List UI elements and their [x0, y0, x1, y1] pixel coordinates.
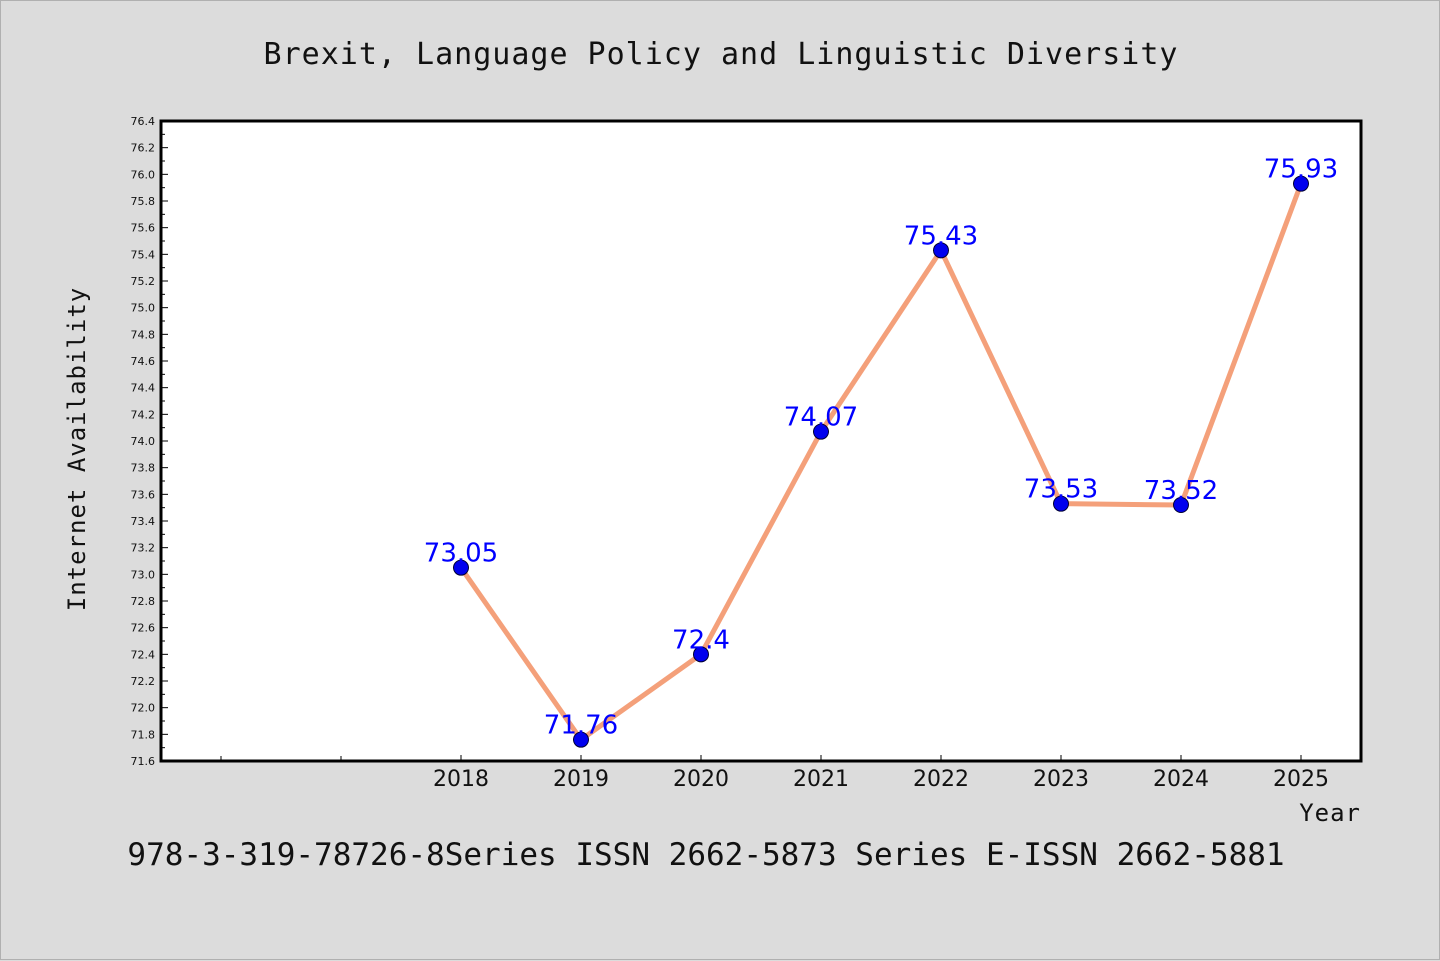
y-tick-label: 75.8 — [131, 195, 156, 208]
data-value-label: 75.43 — [904, 221, 978, 251]
y-tick-label: 72.4 — [131, 648, 156, 661]
y-tick-label: 73.0 — [131, 568, 156, 581]
y-axis-label: Internet Availability — [63, 287, 91, 611]
data-value-label: 74.07 — [784, 403, 858, 433]
y-tick-label: 75.6 — [131, 222, 156, 235]
series-group: 73.05 71.76 72.4 74.07 75.43 73.53 73.52 75.93 — [424, 155, 1338, 748]
series-line — [458, 181, 1304, 743]
y-tick-label: 73.8 — [131, 462, 156, 475]
data-point-marker — [813, 423, 829, 440]
x-tick-label: 2024 — [1153, 767, 1209, 792]
data-point-marker — [693, 646, 709, 663]
y-tick-label: 73.6 — [131, 488, 156, 501]
x-tick-label: 2022 — [913, 767, 969, 792]
data-value-label: 71.76 — [544, 711, 618, 741]
y-tick-label: 72.8 — [131, 595, 156, 608]
plot-area — [161, 121, 1361, 761]
footer-isbn-text: 978-3-319-78726-8Series ISSN 2662-5873 S… — [127, 837, 1284, 873]
data-point-marker — [1173, 497, 1189, 513]
x-tick-label: 2023 — [1033, 767, 1089, 792]
plot-border — [159, 119, 1363, 763]
y-tick-label: 75.4 — [131, 248, 156, 261]
y-tick-label: 72.6 — [131, 622, 156, 635]
y-tick-label: 75.2 — [131, 275, 156, 288]
chart-title: Brexit, Language Policy and Linguistic D… — [264, 37, 1179, 72]
data-point-marker — [933, 242, 949, 259]
x-tick-label: 2025 — [1273, 767, 1329, 792]
x-axis-ticks: 2018 2019 2020 2021 2022 2023 2024 2025 — [220, 755, 1329, 792]
y-tick-label: 76.2 — [131, 142, 156, 155]
data-value-label: 73.05 — [424, 539, 498, 569]
x-axis-label: Year — [1299, 799, 1361, 827]
data-point-marker — [1293, 175, 1309, 192]
y-tick-label: 74.4 — [131, 382, 156, 395]
y-tick-label: 71.6 — [131, 755, 156, 768]
y-tick-label: 72.2 — [131, 675, 156, 688]
y-axis-ticks: 71.6 71.8 72.0 72.2 72.4 72.6 72.8 73.0 73.2 73.4… — [131, 115, 168, 768]
y-tick-label: 71.8 — [131, 728, 156, 741]
data-point-marker — [453, 559, 469, 576]
x-tick-label: 2019 — [553, 767, 609, 792]
y-tick-label: 75.0 — [131, 302, 156, 315]
x-tick-label: 2018 — [433, 767, 489, 792]
data-point-marker — [573, 731, 589, 748]
data-value-label: 75.93 — [1264, 155, 1338, 185]
y-tick-label: 76.4 — [131, 115, 156, 128]
data-point-marker — [1053, 495, 1069, 512]
y-tick-label: 76.0 — [131, 168, 156, 181]
x-tick-label: 2021 — [793, 767, 849, 792]
y-tick-label: 73.4 — [131, 515, 156, 528]
y-tick-label: 72.0 — [131, 702, 156, 715]
data-value-label: 72.4 — [672, 625, 730, 655]
data-value-label: 73.52 — [1144, 476, 1218, 506]
data-value-label: 73.53 — [1024, 475, 1098, 505]
y-tick-label: 74.0 — [131, 435, 156, 448]
y-tick-label: 74.8 — [131, 328, 156, 341]
y-tick-label: 74.2 — [131, 408, 156, 421]
x-tick-label: 2020 — [673, 767, 729, 792]
y-tick-label: 74.6 — [131, 355, 156, 368]
y-tick-label: 73.2 — [131, 542, 156, 555]
